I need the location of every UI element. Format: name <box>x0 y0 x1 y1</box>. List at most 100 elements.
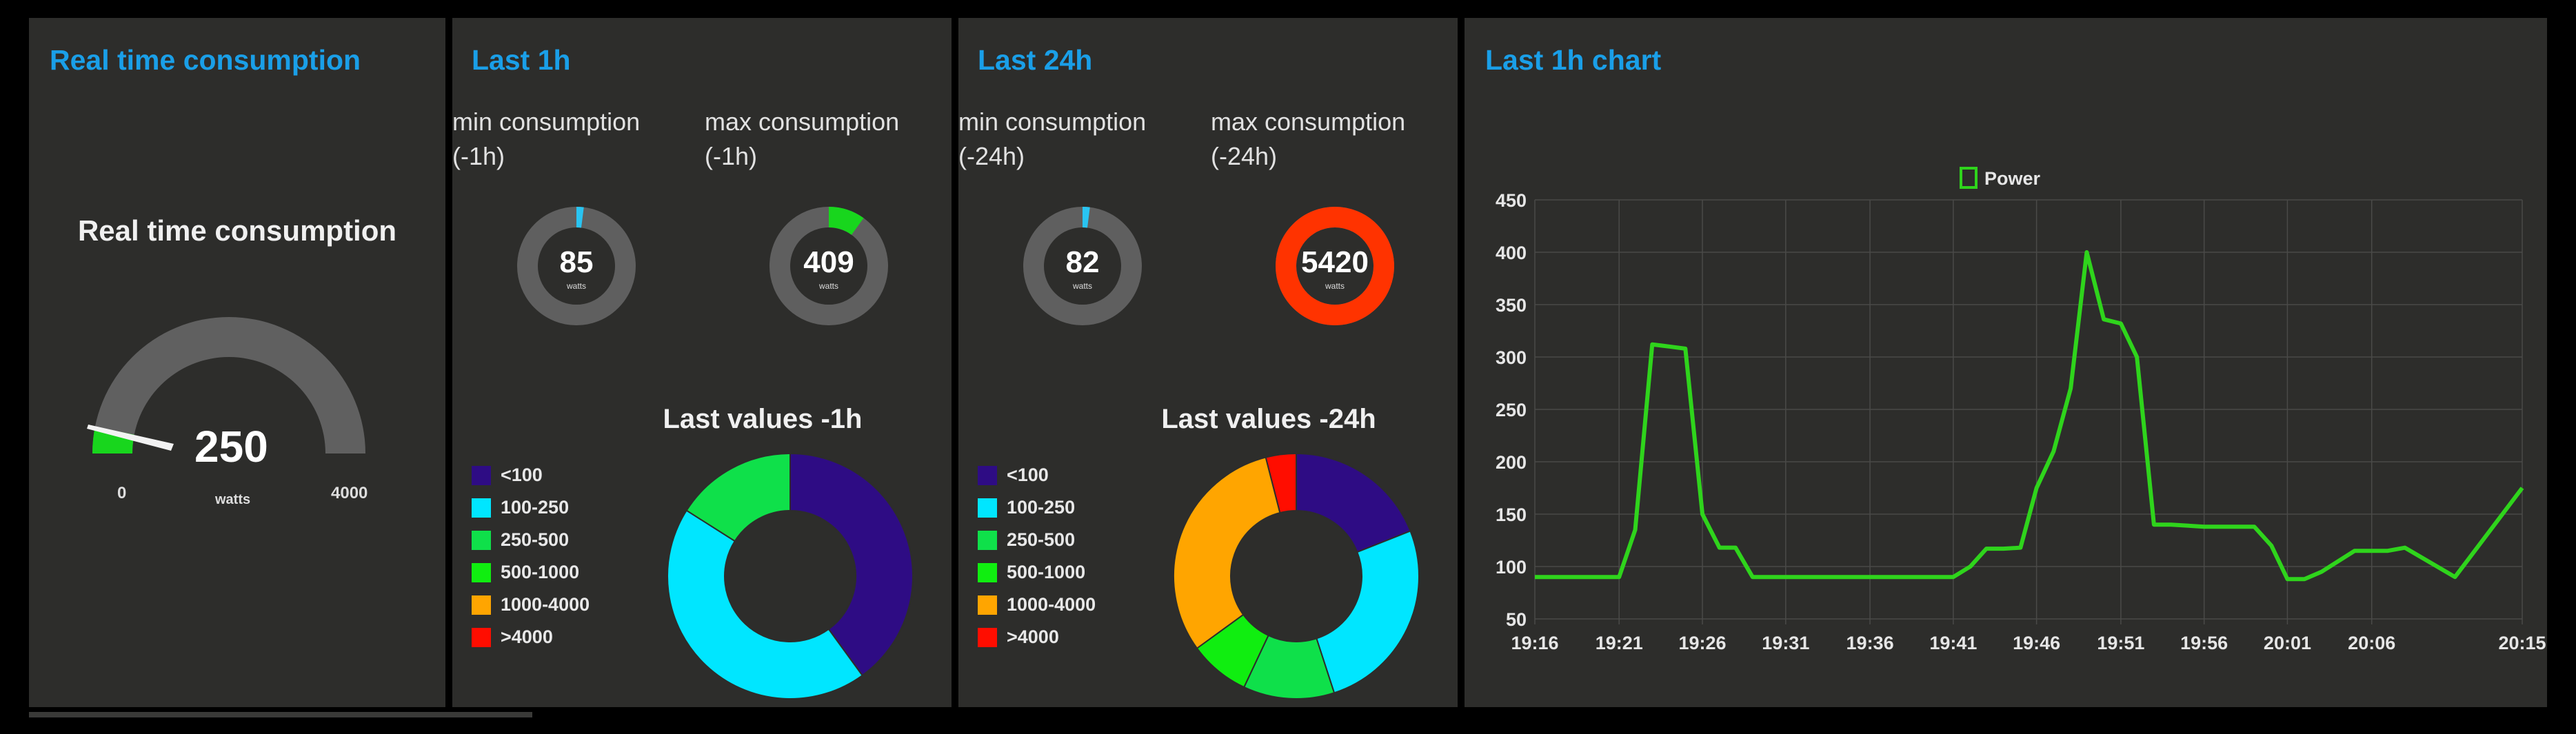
x-tick-label: 19:26 <box>1679 633 1727 653</box>
last24h-panel: Last 24h min consumption (-24h) max cons… <box>958 18 1458 707</box>
max-24h-value: 5420 <box>1301 245 1369 279</box>
min-1h-ring-fill <box>517 207 636 325</box>
legend-label: 500-1000 <box>1007 562 1086 582</box>
x-tick-label: 19:41 <box>1929 633 1977 653</box>
pie-slice-1 <box>667 509 864 700</box>
y-tick-label: 350 <box>1496 295 1527 316</box>
pie-slice-1 <box>1316 530 1420 694</box>
bottom-strip <box>29 712 532 717</box>
legend-swatch <box>978 530 997 550</box>
legend-swatch <box>472 562 491 582</box>
min-24h-value: 82 <box>1065 245 1100 279</box>
legend-label: >4000 <box>1007 626 1059 647</box>
legend-entry[interactable]: 1000-4000 <box>472 589 590 621</box>
legend-label: 1000-4000 <box>1007 594 1096 615</box>
max-1h-ring-fill <box>769 207 888 325</box>
x-tick-label: 20:15 <box>2498 633 2546 653</box>
chart1h-panel: Last 1h chart 50 100 150 200 250 300 350 400 450… <box>1465 18 2547 707</box>
y-tick-label: 200 <box>1496 452 1527 473</box>
gauge-max: 4000 <box>331 484 368 502</box>
min-1h-value: 85 <box>559 245 594 279</box>
x-tick-label: 19:46 <box>2013 633 2060 653</box>
panel-title-chart1h: Last 1h chart <box>1485 44 1662 76</box>
legend-swatch <box>978 595 997 615</box>
y-tick-label: 300 <box>1496 347 1527 368</box>
pie-slice-0 <box>789 452 914 677</box>
min-24h-ring-fill <box>1023 207 1142 325</box>
min-24h-unit: watts <box>1072 281 1092 291</box>
legend-swatch-power <box>1960 167 1978 189</box>
legend-label-power[interactable]: Power <box>1984 168 2041 189</box>
pie-1h-title: Last values -1h <box>663 404 863 434</box>
panel-title-last1h: Last 1h <box>472 44 571 76</box>
pie-slice-2 <box>685 452 791 542</box>
legend-swatch <box>978 465 997 485</box>
gauge-track <box>92 317 365 453</box>
x-tick-label: 19:56 <box>2180 633 2228 653</box>
gauge-min: 0 <box>117 484 127 502</box>
legend-entry[interactable]: 500-1000 <box>978 556 1096 589</box>
max-1h-unit: watts <box>818 281 838 291</box>
y-tick-label: 100 <box>1496 557 1527 578</box>
legend-entry[interactable]: >4000 <box>978 621 1096 653</box>
max-24h-ring-fill <box>1276 207 1394 325</box>
legend-swatch <box>472 627 491 647</box>
max-24h-ring <box>1276 207 1394 325</box>
max-1h-ring <box>769 207 888 325</box>
legend-swatch <box>472 465 491 485</box>
legend-entry[interactable]: 100-250 <box>472 491 590 524</box>
y-tick-label: 250 <box>1496 400 1527 420</box>
pie-24h-title: Last values -24h <box>1161 404 1376 434</box>
x-tick-label: 19:31 <box>1762 633 1809 653</box>
panel-title-realtime: Real time consumption <box>50 44 361 76</box>
legend-entry[interactable]: <100 <box>978 459 1096 491</box>
gauge-value: 250 <box>194 422 268 471</box>
gauge-unit: watts <box>215 492 251 507</box>
legend-swatch <box>472 530 491 550</box>
legend-swatch <box>978 498 997 518</box>
legend-entry[interactable]: >4000 <box>472 621 590 653</box>
realtime-panel: Real time consumption Real time consumpt… <box>29 18 445 707</box>
legend-label: 500-1000 <box>501 562 580 582</box>
y-tick-label: 150 <box>1496 504 1527 525</box>
x-tick-label: 19:21 <box>1596 633 1643 653</box>
last1h-panel: Last 1h min consumption (-1h) max consum… <box>452 18 952 707</box>
legend-swatch <box>978 627 997 647</box>
y-tick-label: 50 <box>1506 609 1527 630</box>
legend-label: >4000 <box>501 626 553 647</box>
legend-entry[interactable]: 1000-4000 <box>978 589 1096 621</box>
pie-slice-5 <box>1265 452 1297 514</box>
max-1h-value: 409 <box>803 245 854 279</box>
pie-slice-4 <box>1173 456 1281 650</box>
x-tick-label: 19:16 <box>1511 633 1558 653</box>
min-consumption-1h-label: min consumption (-1h) <box>452 108 641 170</box>
pie-1h-legend: <100 100-250 250-500 500-1000 1000-4000 >4000 <box>472 459 590 653</box>
x-tick-label: 19:36 <box>1847 633 1894 653</box>
x-tick-label: 20:01 <box>2264 633 2311 653</box>
legend-entry[interactable]: 250-500 <box>472 524 590 556</box>
x-tick-label: 20:06 <box>2348 633 2395 653</box>
max-consumption-1h-label: max consumption (-1h) <box>705 108 900 170</box>
power-line-chart: 50 100 150 200 250 300 350 400 450 19:16 19:21 19:2… <box>1496 167 2546 653</box>
realtime-gauge <box>87 317 365 453</box>
legend-entry[interactable]: <100 <box>472 459 590 491</box>
pie-1h <box>667 452 914 700</box>
min-24h-ring <box>1023 207 1142 325</box>
legend-entry[interactable]: 250-500 <box>978 524 1096 556</box>
y-tick-label: 450 <box>1496 190 1527 211</box>
panel-title-last24h: Last 24h <box>978 44 1093 76</box>
legend-swatch <box>978 562 997 582</box>
legend-swatch <box>472 595 491 615</box>
legend-entry[interactable]: 500-1000 <box>472 556 590 589</box>
legend-entry[interactable]: 100-250 <box>978 491 1096 524</box>
gauge-needle <box>87 425 174 451</box>
series-line-power <box>1535 250 2524 582</box>
pie-slice-0 <box>1296 452 1411 553</box>
gauge-label: Real time consumption <box>77 214 397 247</box>
legend-swatch <box>472 498 491 518</box>
legend-label: 100-250 <box>1007 497 1076 518</box>
pie-24h-legend: <100 100-250 250-500 500-1000 1000-4000 >4000 <box>978 459 1096 653</box>
pie-24h <box>1173 452 1420 700</box>
legend-label: 250-500 <box>501 529 570 550</box>
min-1h-ring <box>517 207 636 325</box>
